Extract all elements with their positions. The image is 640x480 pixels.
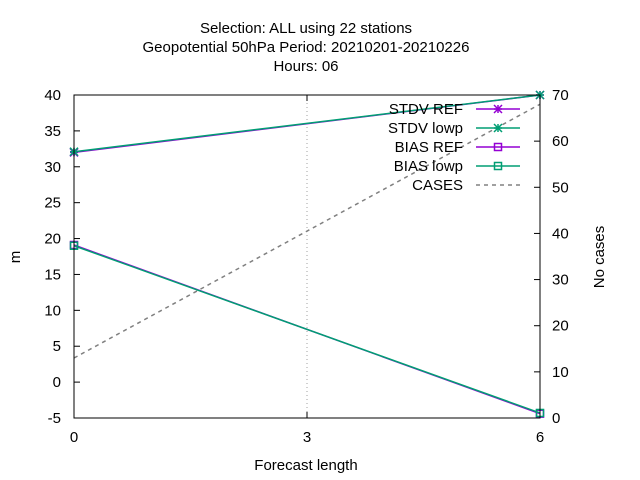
star-marker (493, 123, 503, 133)
chart-title-line-2: Geopotential 50hPa Period: 20210201-2021… (143, 39, 470, 56)
chart-title-line-3: Hours: 06 (273, 58, 338, 75)
x-tick-label: 6 (536, 429, 544, 446)
legend-label-cases: CASES (412, 177, 463, 194)
y-tick-label: 35 (44, 123, 61, 140)
star-marker (493, 104, 503, 114)
y-tick-label: 5 (53, 338, 61, 355)
square-marker (493, 161, 503, 171)
series-line-cases (73, 103, 541, 359)
y2-axis-label: No cases (591, 226, 608, 289)
marker-stroke (493, 104, 503, 114)
axis-ticks: 0 3 6 -5 0 5 10 15 20 25 30 35 40 0 10 20 30 40 50 60 70 (44, 87, 568, 446)
legend: STDV REF STDV lowp BIAS REF BIAS lowp CASES (388, 101, 520, 194)
legend-label-stdv-ref: STDV REF (389, 101, 463, 118)
x-tick-label: 0 (70, 429, 78, 446)
series-line-stdv-lowp (73, 94, 541, 153)
y2-tick-label: 60 (552, 133, 569, 150)
y2-tick-label: 50 (552, 179, 569, 196)
y-tick-label: 25 (44, 195, 61, 212)
y-tick-label: 30 (44, 159, 61, 176)
x-axis-label: Forecast length (254, 457, 357, 474)
y-tick-label: -5 (48, 410, 61, 427)
y2-tick-label: 40 (552, 225, 569, 242)
series-line-bias-lowp (73, 245, 541, 414)
y2-tick-label: 0 (552, 410, 560, 427)
y2-tick-label: 10 (552, 364, 569, 381)
square-marker (493, 142, 503, 152)
y2-tick-label: 30 (552, 272, 569, 289)
marker-stroke (493, 123, 503, 133)
y-tick-label: 0 (53, 374, 61, 391)
x-tick-label: 3 (303, 429, 311, 446)
legend-label-bias-lowp: BIAS lowp (394, 158, 463, 175)
legend-label-stdv-lowp: STDV lowp (388, 120, 463, 137)
y2-tick-label: 20 (552, 318, 569, 335)
y-tick-label: 10 (44, 302, 61, 319)
y-tick-label: 15 (44, 266, 61, 283)
y-tick-label: 40 (44, 87, 61, 104)
chart-title-line-1: Selection: ALL using 22 stations (200, 20, 412, 37)
y-axis-label: m (7, 251, 24, 264)
y2-tick-label: 70 (552, 87, 569, 104)
y-tick-label: 20 (44, 231, 61, 248)
legend-label-bias-ref: BIAS REF (395, 139, 463, 156)
